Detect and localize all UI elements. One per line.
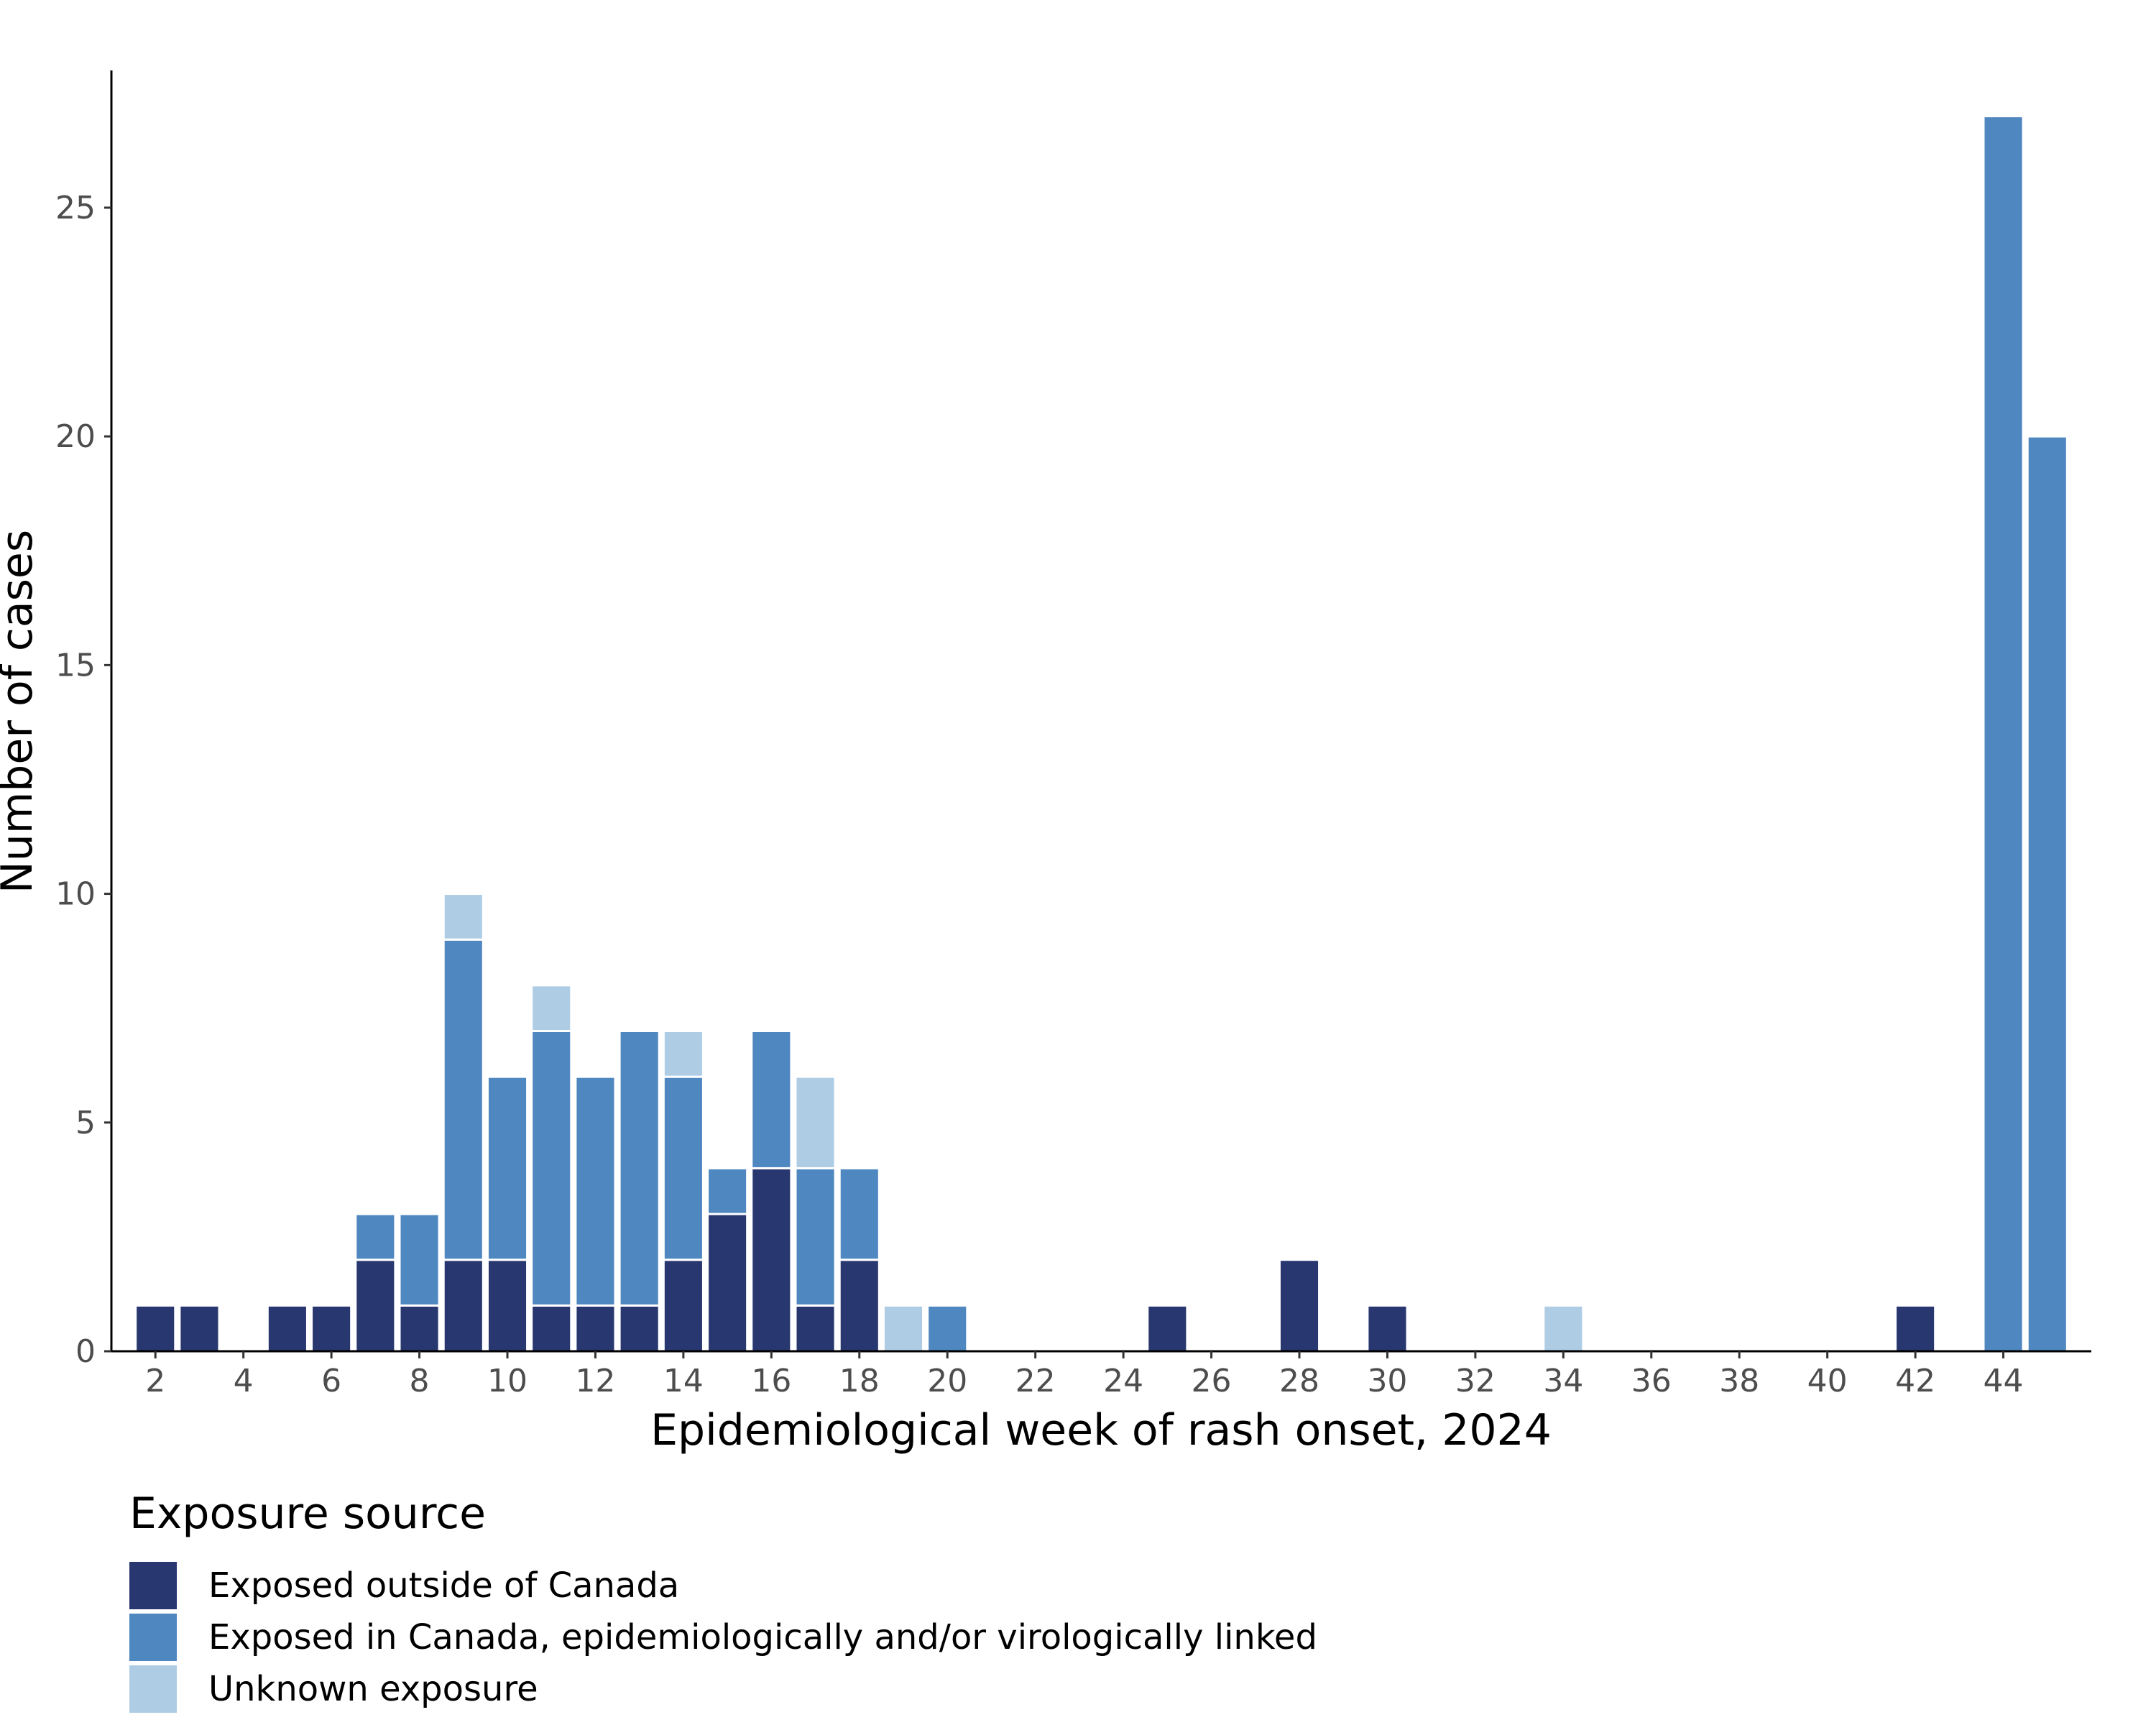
legend-item-exposed-in-canada: Exposed in Canada, epidemiologically and…	[129, 1611, 1567, 1663]
legend-item-unknown-exposure: Unknown exposure	[129, 1663, 1567, 1715]
x-tick-label-8: 8	[410, 1363, 430, 1399]
x-tick-label-40: 40	[1807, 1363, 1848, 1399]
bar-week-8-exposed-in-canada-epidem	[398, 1213, 441, 1307]
x-tick-label-6: 6	[321, 1363, 341, 1399]
bar-week-17-exposed-in-canada-epidem	[794, 1167, 837, 1307]
x-tick-label-30: 30	[1367, 1363, 1407, 1399]
bar-week-14-exposed-in-canada-epidem	[662, 1075, 704, 1261]
bar-week-9-exposed-in-canada-epidem	[442, 938, 484, 1261]
bar-week-15-exposed-in-canada-epidem	[706, 1167, 749, 1215]
bar-week-15-exposed-outside-of-canad	[706, 1213, 749, 1353]
legend-swatch-exposed-outside	[129, 1562, 177, 1609]
x-tick-label-36: 36	[1631, 1363, 1672, 1399]
bar-week-9-unknown-exposure	[442, 893, 484, 941]
bar-week-2-exposed-outside-of-canad	[134, 1304, 177, 1353]
bar-week-12-exposed-outside-of-canad	[574, 1304, 617, 1353]
y-tick-label-5: 5	[75, 1105, 96, 1141]
x-tick-label-2: 2	[145, 1363, 165, 1399]
legend-label-exposed-outside: Exposed outside of Canada	[208, 1565, 680, 1606]
x-tick-label-38: 38	[1719, 1363, 1759, 1399]
legend-title: Exposure source	[129, 1489, 487, 1539]
bar-week-45-exposed-in-canada-epidem	[2026, 435, 2068, 1353]
x-tick-label-4: 4	[234, 1363, 254, 1399]
x-tick-label-28: 28	[1279, 1363, 1319, 1399]
bar-week-14-unknown-exposure	[662, 1030, 704, 1078]
y-tick-label-20: 20	[55, 418, 96, 455]
y-axis-title: Number of cases	[0, 530, 42, 893]
legend: Exposure source Exposed outside of Canad…	[129, 1488, 1567, 1725]
bar-week-6-exposed-outside-of-canad	[310, 1304, 353, 1353]
bar-week-10-exposed-outside-of-canad	[486, 1259, 529, 1353]
legend-label-exposed-in-canada: Exposed in Canada, epidemiologically and…	[208, 1617, 1317, 1657]
bars-layer	[134, 115, 2068, 1353]
bar-week-16-exposed-in-canada-epidem	[750, 1030, 793, 1169]
bar-week-34-unknown-exposure	[1542, 1304, 1585, 1353]
bar-week-9-exposed-outside-of-canad	[442, 1259, 484, 1353]
x-axis-ticks: 2 4 6 8 10 12 14 16 18 20 22 24 26 28 30 32 34 36 38 40 42 44	[145, 1351, 2024, 1399]
bar-week-7-exposed-outside-of-canad	[354, 1259, 397, 1353]
x-tick-label-34: 34	[1543, 1363, 1583, 1399]
y-tick-label-25: 25	[55, 190, 96, 226]
bar-week-8-exposed-outside-of-canad	[398, 1304, 441, 1353]
bar-week-12-exposed-in-canada-epidem	[574, 1075, 617, 1307]
x-tick-label-22: 22	[1015, 1363, 1056, 1399]
y-axis-ticks: 0 5 10 15 20 25	[55, 190, 111, 1370]
bar-week-3-exposed-outside-of-canad	[178, 1304, 221, 1353]
x-tick-label-24: 24	[1103, 1363, 1143, 1399]
bar-week-13-exposed-outside-of-canad	[618, 1304, 660, 1353]
legend-swatch-exposed-in-canada	[129, 1614, 177, 1661]
bar-week-18-exposed-in-canada-epidem	[838, 1167, 880, 1261]
bar-week-17-unknown-exposure	[794, 1075, 837, 1169]
bar-week-11-exposed-outside-of-canad	[530, 1304, 573, 1353]
bar-week-44-exposed-in-canada-epidem	[1982, 115, 2024, 1353]
bar-week-11-unknown-exposure	[530, 984, 573, 1033]
bar-week-17-exposed-outside-of-canad	[794, 1304, 837, 1353]
y-tick-label-15: 15	[55, 647, 96, 684]
bar-week-7-exposed-in-canada-epidem	[354, 1213, 397, 1261]
x-tick-label-12: 12	[575, 1363, 615, 1399]
bar-week-25-exposed-outside-of-canad	[1146, 1304, 1189, 1353]
x-tick-label-44: 44	[1984, 1363, 2024, 1399]
bar-week-42-exposed-outside-of-canad	[1894, 1304, 1937, 1353]
y-tick-label-10: 10	[55, 876, 96, 913]
x-tick-label-26: 26	[1192, 1363, 1232, 1399]
x-tick-label-18: 18	[839, 1363, 880, 1399]
bar-week-11-exposed-in-canada-epidem	[530, 1030, 573, 1307]
bar-week-16-exposed-outside-of-canad	[750, 1167, 793, 1353]
legend-swatch-unknown-exposure	[129, 1665, 177, 1713]
bar-week-5-exposed-outside-of-canad	[266, 1304, 308, 1353]
bar-week-20-exposed-in-canada-epidem	[926, 1304, 969, 1353]
bar-week-18-exposed-outside-of-canad	[838, 1259, 880, 1353]
bar-week-10-exposed-in-canada-epidem	[486, 1075, 529, 1261]
bar-week-14-exposed-outside-of-canad	[662, 1259, 704, 1353]
bar-week-13-exposed-in-canada-epidem	[618, 1030, 660, 1307]
legend-label-unknown-exposure: Unknown exposure	[208, 1669, 538, 1709]
x-axis-title: Epidemiological week of rash onset, 2024	[650, 1405, 1552, 1455]
y-tick-label-0: 0	[75, 1333, 96, 1370]
x-tick-label-10: 10	[487, 1363, 528, 1399]
x-tick-label-32: 32	[1455, 1363, 1496, 1399]
x-tick-label-20: 20	[927, 1363, 967, 1399]
x-tick-label-42: 42	[1895, 1363, 1935, 1399]
bar-week-30-exposed-outside-of-canad	[1366, 1304, 1409, 1353]
x-tick-label-16: 16	[751, 1363, 791, 1399]
x-tick-label-14: 14	[663, 1363, 704, 1399]
bar-week-19-unknown-exposure	[882, 1304, 925, 1353]
bar-week-28-exposed-outside-of-canad	[1278, 1259, 1321, 1353]
legend-item-exposed-outside: Exposed outside of Canada	[129, 1560, 1567, 1611]
